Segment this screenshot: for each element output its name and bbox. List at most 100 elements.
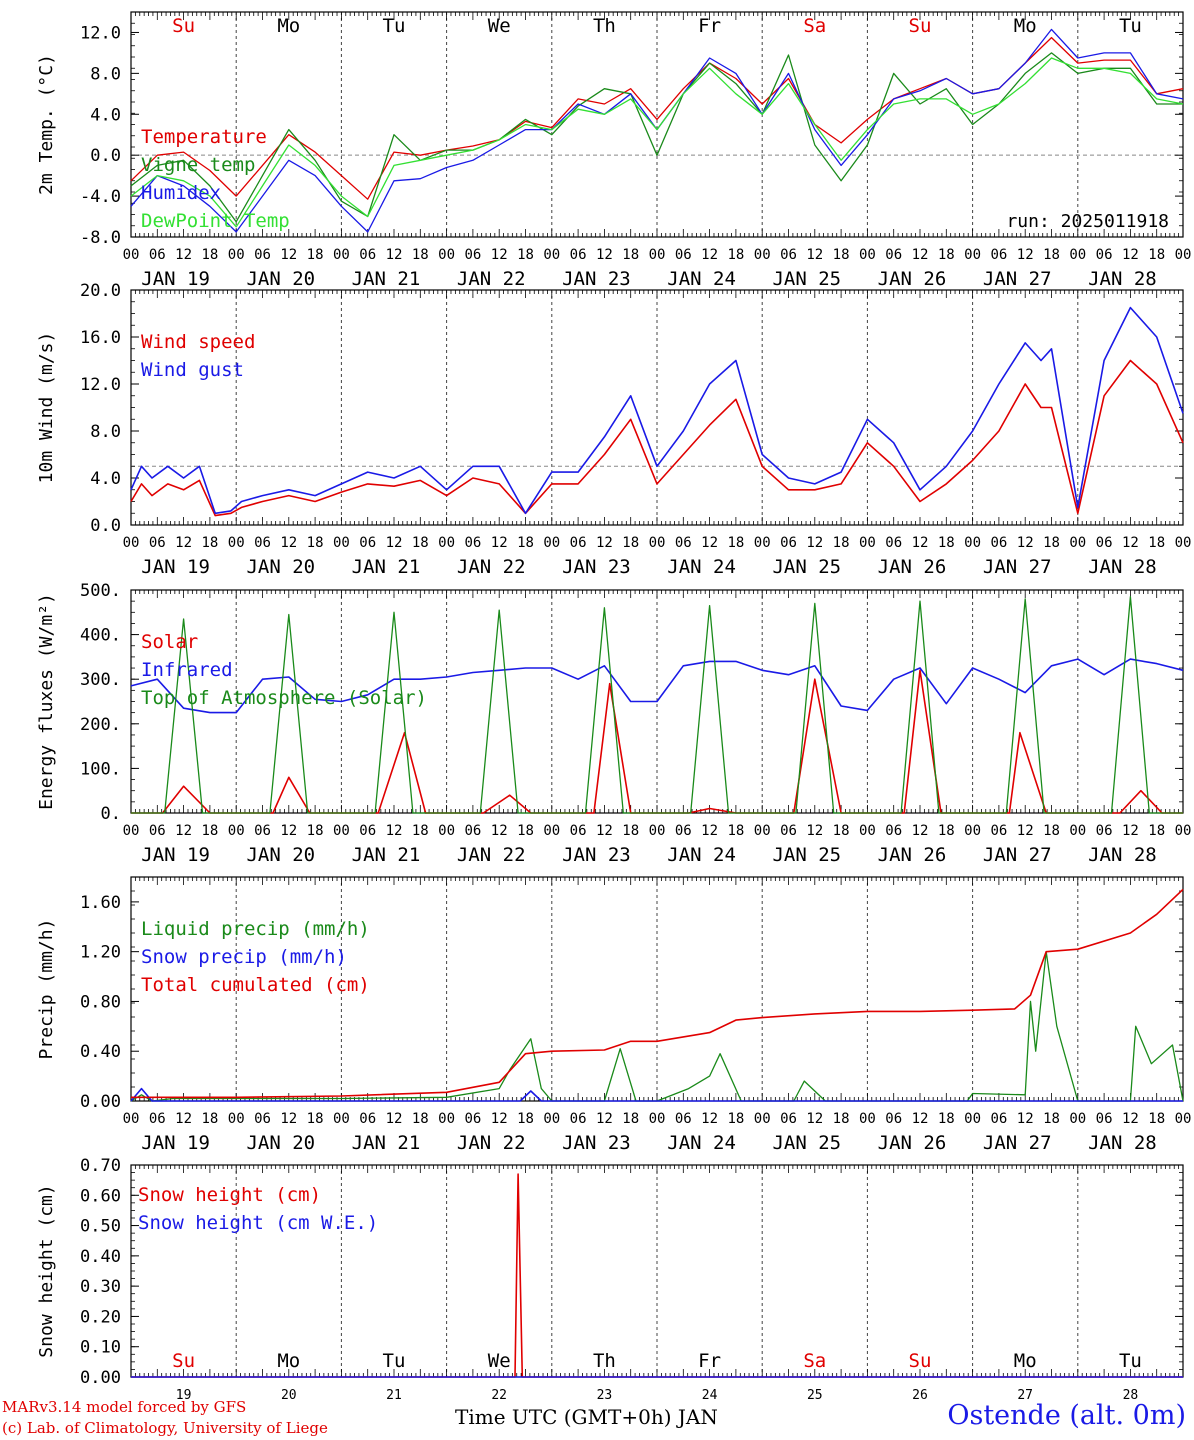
day-number-label: 21	[386, 1388, 402, 1403]
y-tick-label: 0.0	[90, 516, 121, 536]
hour-tick-label: 12	[280, 1111, 297, 1127]
series-line-vigne-temp	[130, 52, 1183, 223]
hour-tick-label: 18	[622, 247, 639, 263]
date-label: JAN 21	[352, 844, 421, 866]
series-line-top-of-atmosphere-solar-	[131, 596, 1183, 814]
date-label: JAN 19	[141, 844, 210, 866]
hour-tick-label: 00	[543, 535, 560, 551]
y-tick-label: 12.0	[80, 23, 121, 43]
hour-tick-label: 00	[543, 1111, 560, 1127]
hour-tick-label: 00	[754, 823, 771, 839]
panel-2: 0.0 4.0 8.0 12.0 16.0 20.0 10m Wind (m/s) 00 06 1…	[36, 281, 1191, 578]
hour-tick-label: 06	[359, 535, 376, 551]
series-line-dewpoint-temp	[130, 57, 1184, 228]
hour-tick-label: 00	[228, 1111, 245, 1127]
hour-tick-label: 12	[386, 823, 403, 839]
weekday-label: Mo	[277, 1350, 300, 1372]
legend-entry: Liquid precip (mm/h)	[141, 918, 370, 940]
hour-tick-label: 06	[464, 823, 481, 839]
hour-tick-label: 06	[464, 1111, 481, 1127]
hour-tick-label: 06	[780, 535, 797, 551]
hour-tick-label: 06	[464, 247, 481, 263]
panel-3: 0. 100. 200. 300. 400. 500. Energy fluxes (W/m…	[36, 581, 1191, 866]
hour-tick-label: 00	[333, 823, 350, 839]
hour-tick-label: 00	[1175, 247, 1192, 263]
hour-tick-label: 12	[1122, 247, 1139, 263]
hour-tick-label: 18	[412, 823, 429, 839]
hour-tick-label: 18	[1043, 535, 1060, 551]
hour-tick-label: 06	[359, 247, 376, 263]
y-tick-label: 0.60	[80, 1186, 121, 1206]
y-tick-label: 0.40	[80, 1247, 121, 1267]
weekday-label: Fr	[698, 15, 721, 37]
hour-tick-label: 18	[727, 823, 744, 839]
hour-tick-label: 18	[517, 535, 534, 551]
hour-tick-label: 00	[649, 1111, 666, 1127]
hour-tick-label: 06	[1096, 1111, 1113, 1127]
weekday-label: Su	[909, 15, 932, 37]
series-line-wind-speed	[130, 359, 1184, 517]
date-label: JAN 23	[562, 1132, 631, 1154]
hour-tick-label: 06	[885, 247, 902, 263]
hour-tick-label: 18	[201, 247, 218, 263]
date-label: JAN 21	[352, 556, 421, 578]
date-label: JAN 27	[983, 268, 1052, 290]
hour-tick-label: 00	[1175, 823, 1192, 839]
date-label: JAN 21	[352, 268, 421, 290]
weekday-label: Su	[172, 15, 195, 37]
hour-tick-label: 12	[701, 823, 718, 839]
date-label: JAN 25	[772, 556, 841, 578]
hour-tick-label: 00	[123, 1111, 140, 1127]
hour-tick-label: 18	[201, 535, 218, 551]
weekday-label: Su	[172, 1350, 195, 1372]
hour-tick-label: 00	[1175, 535, 1192, 551]
hour-tick-label: 12	[912, 535, 929, 551]
day-number-label: 26	[912, 1388, 928, 1403]
date-label: JAN 24	[667, 268, 736, 290]
hour-tick-label: 12	[1017, 1111, 1034, 1127]
hour-tick-label: 18	[307, 1111, 324, 1127]
legend-entry: Total cumulated (cm)	[141, 974, 370, 996]
hour-tick-label: 12	[912, 823, 929, 839]
series-line-liquid-precip-mm-h-	[130, 951, 1184, 1102]
series-line-total-cumulated-cm-	[131, 888, 1184, 1099]
hour-tick-label: 06	[675, 1111, 692, 1127]
hour-tick-label: 12	[280, 823, 297, 839]
panel-5: 0.00 0.10 0.20 0.30 0.40 0.50 0.60 0.70 Snow hei…	[36, 1156, 1184, 1403]
weekday-label: Th	[593, 1350, 616, 1372]
date-label: JAN 28	[1088, 844, 1157, 866]
hour-tick-label: 06	[1096, 247, 1113, 263]
hour-tick-label: 06	[780, 247, 797, 263]
hour-tick-label: 00	[964, 535, 981, 551]
date-label: JAN 22	[457, 1132, 526, 1154]
legend-entry: DewPoint Temp	[141, 210, 290, 232]
hour-tick-label: 06	[149, 823, 166, 839]
hour-tick-label: 00	[754, 1111, 771, 1127]
date-label: JAN 27	[983, 556, 1052, 578]
date-label: JAN 22	[457, 556, 526, 578]
hour-tick-label: 18	[1043, 823, 1060, 839]
date-label: JAN 25	[772, 268, 841, 290]
hour-tick-label: 06	[254, 1111, 271, 1127]
station-label: Ostende (alt. 0m)	[947, 1400, 1186, 1431]
hour-tick-label: 06	[885, 823, 902, 839]
hour-tick-label: 06	[359, 1111, 376, 1127]
hour-tick-label: 00	[964, 823, 981, 839]
hour-tick-label: 00	[859, 823, 876, 839]
hour-tick-label: 06	[990, 535, 1007, 551]
date-label: JAN 27	[983, 844, 1052, 866]
hour-tick-label: 00	[228, 535, 245, 551]
hour-tick-label: 00	[964, 1111, 981, 1127]
y-axis-title: 10m Wind (m/s)	[36, 332, 57, 484]
day-number-label: 22	[491, 1388, 507, 1403]
y-axis-title: Precip (mm/h)	[36, 919, 57, 1060]
hour-tick-label: 06	[675, 247, 692, 263]
hour-tick-label: 00	[543, 247, 560, 263]
y-tick-label: 500.	[80, 581, 121, 601]
date-label: JAN 23	[562, 268, 631, 290]
hour-tick-label: 12	[701, 247, 718, 263]
hour-tick-label: 00	[438, 1111, 455, 1127]
hour-tick-label: 12	[280, 535, 297, 551]
day-number-label: 20	[281, 1388, 297, 1403]
